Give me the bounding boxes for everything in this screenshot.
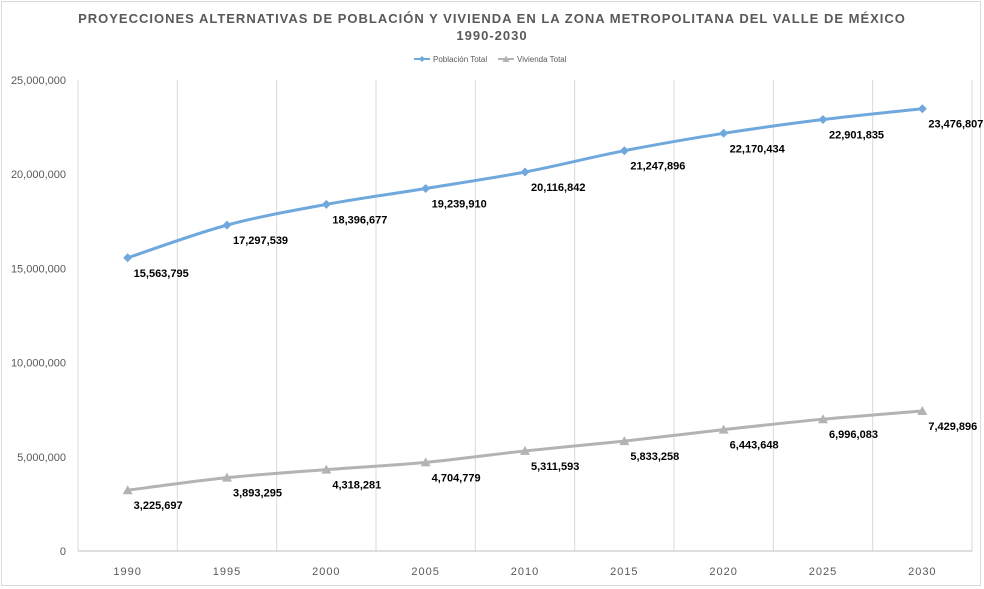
x-tick-label: 2020 [709, 566, 737, 578]
data-label: 6,996,083 [829, 429, 878, 441]
axes: 1990 1995 2000 2005 2010 2015 2020 2025 2030 0 5,0… [11, 75, 972, 578]
data-label: 18,396,677 [332, 214, 387, 226]
x-tick-label: 2010 [511, 566, 539, 578]
x-tick-label: 2025 [809, 566, 837, 578]
data-label: 5,311,593 [531, 461, 579, 473]
y-tick-label: 15,000,000 [11, 263, 66, 275]
y-tick-label: 5,000,000 [17, 452, 66, 464]
data-point-marker [420, 457, 431, 467]
data-point-marker [321, 199, 331, 209]
data-point-marker [421, 184, 431, 194]
data-label: 22,170,434 [730, 143, 786, 155]
data-label: 19,239,910 [432, 199, 487, 211]
data-label: 15,563,795 [134, 268, 189, 280]
y-tick-label: 0 [60, 546, 66, 558]
data-label: 4,704,779 [432, 472, 481, 484]
y-tick-label: 25,000,000 [11, 75, 66, 87]
data-point-marker [719, 128, 729, 138]
data-label: 3,225,697 [134, 500, 183, 512]
legend-label: Población Total [433, 55, 487, 64]
data-point-marker [917, 104, 927, 114]
data-point-marker [520, 167, 530, 177]
data-point-marker [818, 414, 828, 424]
data-point-marker [122, 485, 133, 495]
data-labels: 15,563,795 17,297,539 18,396,677 19,239,910… [134, 119, 984, 513]
y-tick-label: 10,000,000 [11, 358, 66, 370]
data-label: 4,318,281 [332, 480, 381, 492]
chart-title-line1: PROYECCIONES ALTERNATIVAS DE POBLACIÓN Y… [78, 11, 906, 26]
data-point-marker [917, 406, 928, 416]
x-tick-label: 2005 [411, 566, 439, 578]
data-point-marker [619, 146, 629, 156]
gridlines [77, 80, 973, 551]
data-label: 21,247,896 [630, 161, 685, 173]
x-tick-label: 2015 [610, 566, 638, 578]
data-point-marker [718, 424, 729, 434]
data-point-marker [222, 220, 232, 230]
chart-title-line2: 1990-2030 [456, 28, 528, 43]
data-point-marker [321, 464, 332, 474]
data-point-marker [123, 253, 133, 263]
data-label: 5,833,258 [630, 451, 679, 463]
data-point-marker [520, 445, 530, 455]
data-point-marker [619, 436, 630, 446]
legend: Población Total Vivienda Total [414, 55, 567, 64]
legend-marker [419, 56, 425, 62]
data-label: 6,443,648 [730, 440, 779, 452]
x-tick-label: 2000 [312, 566, 340, 578]
x-tick-label: 1990 [113, 566, 141, 578]
chart-title: PROYECCIONES ALTERNATIVAS DE POBLACIÓN Y… [0, 10, 984, 44]
data-label: 22,901,835 [829, 130, 884, 142]
data-label: 17,297,539 [233, 235, 288, 247]
series-layer [122, 104, 928, 495]
data-label: 7,429,896 [928, 421, 977, 433]
data-point-marker [818, 115, 828, 125]
legend-marker [502, 55, 510, 62]
data-label: 3,893,295 [233, 488, 282, 500]
x-tick-label: 2030 [908, 566, 936, 578]
y-tick-label: 20,000,000 [11, 169, 66, 181]
data-label: 20,116,842 [531, 182, 585, 194]
x-tick-label: 1995 [213, 566, 241, 578]
legend-label: Vivienda Total [517, 55, 567, 64]
data-label: 23,476,807 [928, 119, 983, 131]
data-point-marker [222, 472, 232, 482]
